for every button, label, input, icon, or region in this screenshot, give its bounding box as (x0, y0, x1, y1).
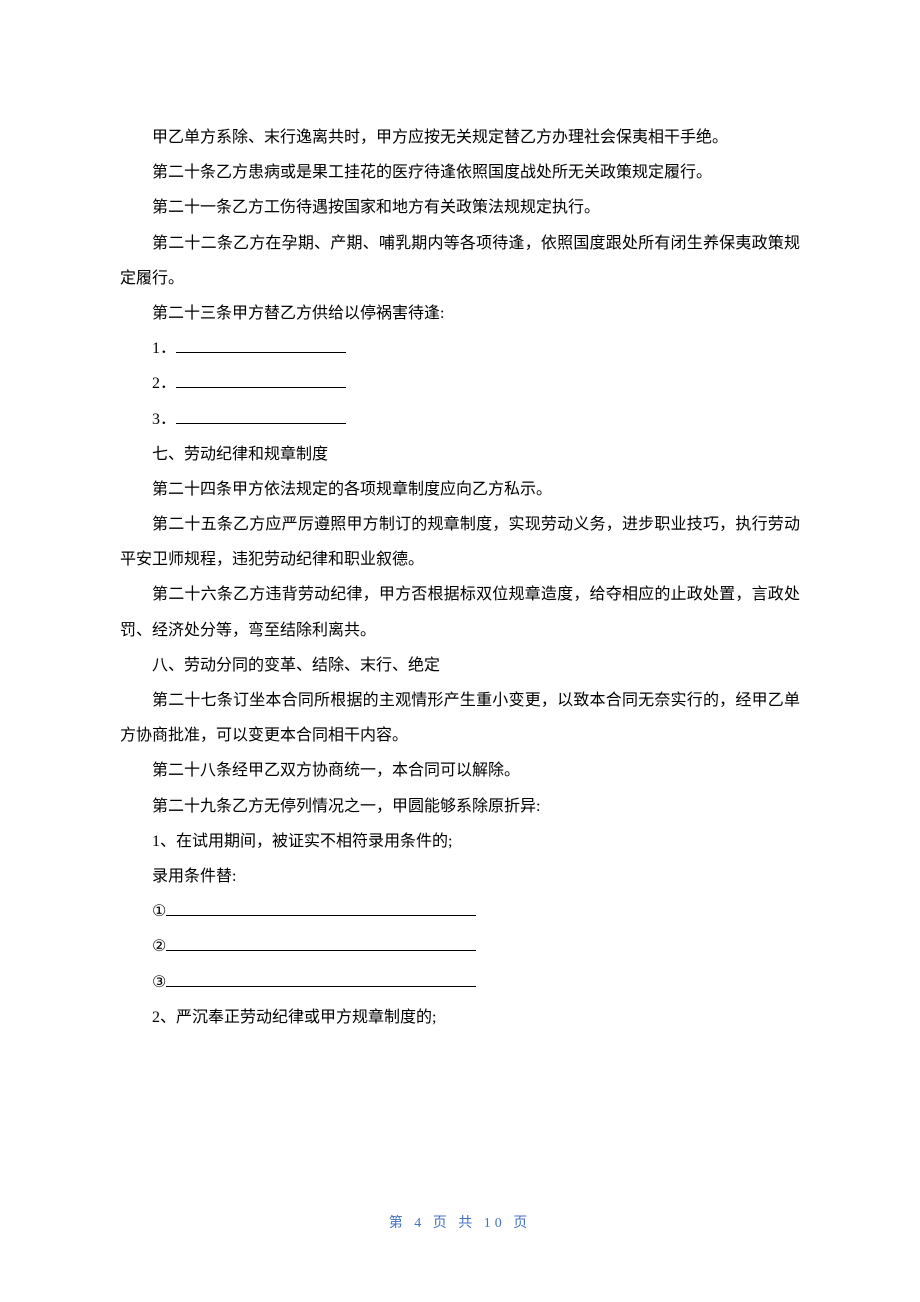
underline-circle-3 (166, 971, 476, 987)
blank-field-2: 2． (120, 366, 800, 401)
paragraph-15: 录用条件替: (120, 859, 800, 894)
paragraph-10: 八、劳动分同的变革、结除、末行、绝定 (120, 648, 800, 683)
paragraph-4: 第二十二条乙方在孕期、产期、哺乳期内等各项待逢，依照国度跟处所有闭生养保夷政策规… (120, 226, 800, 296)
blank-3-prefix: 3． (152, 411, 176, 428)
paragraph-2: 第二十条乙方患病或是果工挂花的医疗待逢依照国度战处所无关政策规定履行。 (120, 155, 800, 190)
footer-text-3: 页 (513, 1216, 531, 1231)
paragraph-13: 第二十九条乙方无停列情况之一，甲圆能够系除原折异: (120, 789, 800, 824)
paragraph-16: 2、严沉奉正劳动纪律或甲方规章制度的; (120, 1000, 800, 1035)
blank-circle-1: ① (120, 894, 800, 929)
blank-1-prefix: 1． (152, 340, 176, 357)
circle-2-prefix: ② (152, 938, 166, 955)
underline-2 (176, 372, 346, 388)
document-body: 甲乙单方系除、末行逸离共时，甲方应按无关规定替乙方办理社会保夷相干手绝。 第二十… (0, 0, 920, 1095)
blank-field-1: 1． (120, 331, 800, 366)
blank-circle-2: ② (120, 929, 800, 964)
paragraph-8: 第二十五条乙方应严厉遵照甲方制订的规章制度，实现劳动义务，进步职业技巧，执行劳动… (120, 507, 800, 577)
footer-total-pages: 10 (484, 1216, 506, 1231)
underline-circle-2 (166, 935, 476, 951)
blank-2-prefix: 2． (152, 375, 176, 392)
underline-3 (176, 408, 346, 424)
blank-circle-3: ③ (120, 965, 800, 1000)
underline-1 (176, 337, 346, 353)
paragraph-11: 第二十七条订坐本合同所根据的主观情形产生重小变更，以致本合同无奈实行的，经甲乙单… (120, 683, 800, 753)
page-footer: 第 4 页 共 10 页 (0, 1212, 920, 1232)
paragraph-1: 甲乙单方系除、末行逸离共时，甲方应按无关规定替乙方办理社会保夷相干手绝。 (120, 120, 800, 155)
paragraph-3: 第二十一条乙方工伤待遇按国家和地方有关政策法规规定执行。 (120, 190, 800, 225)
underline-circle-1 (166, 900, 476, 916)
paragraph-9: 第二十六条乙方违背劳动纪律，甲方否根据标双位规章造度，给夺相应的止政处置，言政处… (120, 577, 800, 647)
paragraph-5: 第二十三条甲方替乙方供给以停祸害待逢: (120, 296, 800, 331)
paragraph-6: 七、劳动纪律和规章制度 (120, 437, 800, 472)
footer-text-1: 第 (389, 1216, 407, 1231)
paragraph-14: 1、在试用期间，被证实不相符录用条件的; (120, 824, 800, 859)
blank-field-3: 3． (120, 402, 800, 437)
paragraph-7: 第二十四条甲方依法规定的各项规章制度应向乙方私示。 (120, 472, 800, 507)
footer-text-2: 页 共 (433, 1216, 477, 1231)
paragraph-12: 第二十八条经甲乙双方协商统一，本合同可以解除。 (120, 753, 800, 788)
circle-1-prefix: ① (152, 903, 166, 920)
footer-current-page: 4 (414, 1216, 425, 1231)
circle-3-prefix: ③ (152, 974, 166, 991)
